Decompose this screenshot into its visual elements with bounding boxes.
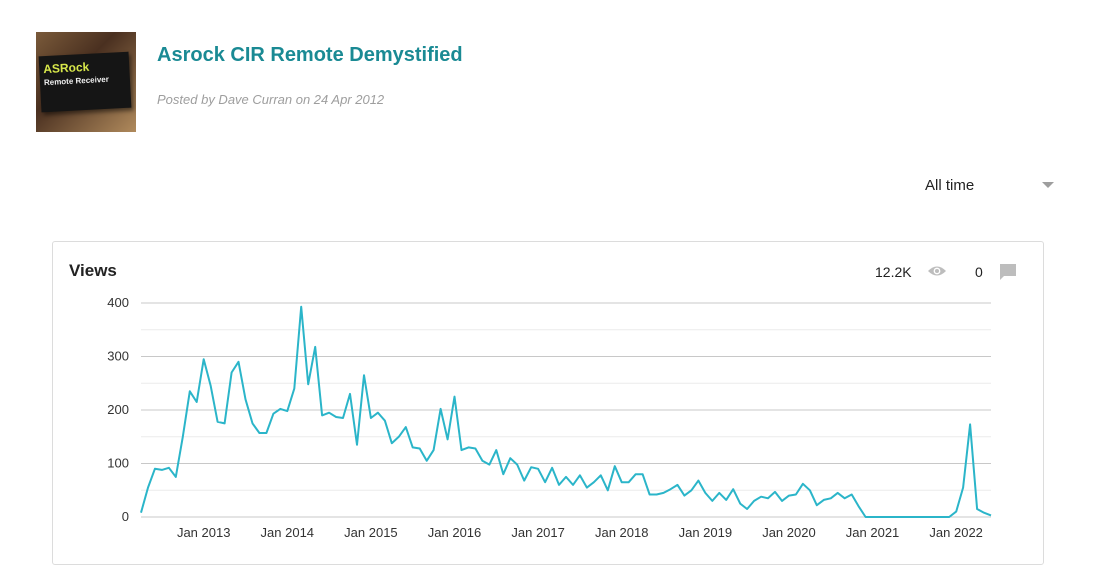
y-tick-label: 200 xyxy=(107,402,129,417)
x-tick-label: Jan 2017 xyxy=(511,525,565,540)
y-tick-label: 100 xyxy=(107,456,129,471)
post-thumbnail[interactable]: ASRock Remote Receiver xyxy=(36,32,136,132)
y-tick-label: 400 xyxy=(107,295,129,310)
eye-icon xyxy=(928,266,946,276)
y-axis-ticks: 0 100 200 300 400 xyxy=(107,295,129,524)
x-tick-label: Jan 2013 xyxy=(177,525,231,540)
views-series-line xyxy=(140,305,992,518)
comments-count: 0 xyxy=(975,264,983,280)
comment-icon xyxy=(1000,264,1016,280)
x-tick-label: Jan 2019 xyxy=(679,525,733,540)
views-count: 12.2K xyxy=(875,264,912,280)
chart-series xyxy=(140,305,992,518)
chevron-down-icon xyxy=(1042,182,1054,188)
time-range-value: All time xyxy=(925,176,975,194)
time-range-select[interactable]: All time xyxy=(916,170,1062,200)
x-tick-label: Jan 2021 xyxy=(846,525,900,540)
post-title-link[interactable]: Asrock CIR Remote Demystified xyxy=(157,44,463,66)
x-tick-label: Jan 2015 xyxy=(344,525,398,540)
x-tick-label: Jan 2020 xyxy=(762,525,816,540)
x-axis-ticks: Jan 2013 Jan 2014 Jan 2015 Jan 2016 Jan 2017… xyxy=(177,525,983,540)
views-chart-card: Views 12.2K 0 0 100 200 300 400 Jan 2013 Jan … xyxy=(52,241,1044,565)
chart-title: Views xyxy=(69,261,117,280)
x-tick-label: Jan 2022 xyxy=(929,525,983,540)
x-tick-label: Jan 2018 xyxy=(595,525,649,540)
chart-grid xyxy=(141,302,991,518)
thumbnail-sub-text: Remote Receiver xyxy=(43,74,110,88)
receiver-box-image: ASRock Remote Receiver xyxy=(38,51,132,113)
thumbnail-logo-text: ASRock xyxy=(42,59,90,77)
post-meta: Posted by Dave Curran on 24 Apr 2012 xyxy=(157,92,385,107)
y-tick-label: 300 xyxy=(107,349,129,364)
x-tick-label: Jan 2014 xyxy=(261,525,315,540)
y-tick-label: 0 xyxy=(122,509,129,524)
x-tick-label: Jan 2016 xyxy=(428,525,482,540)
